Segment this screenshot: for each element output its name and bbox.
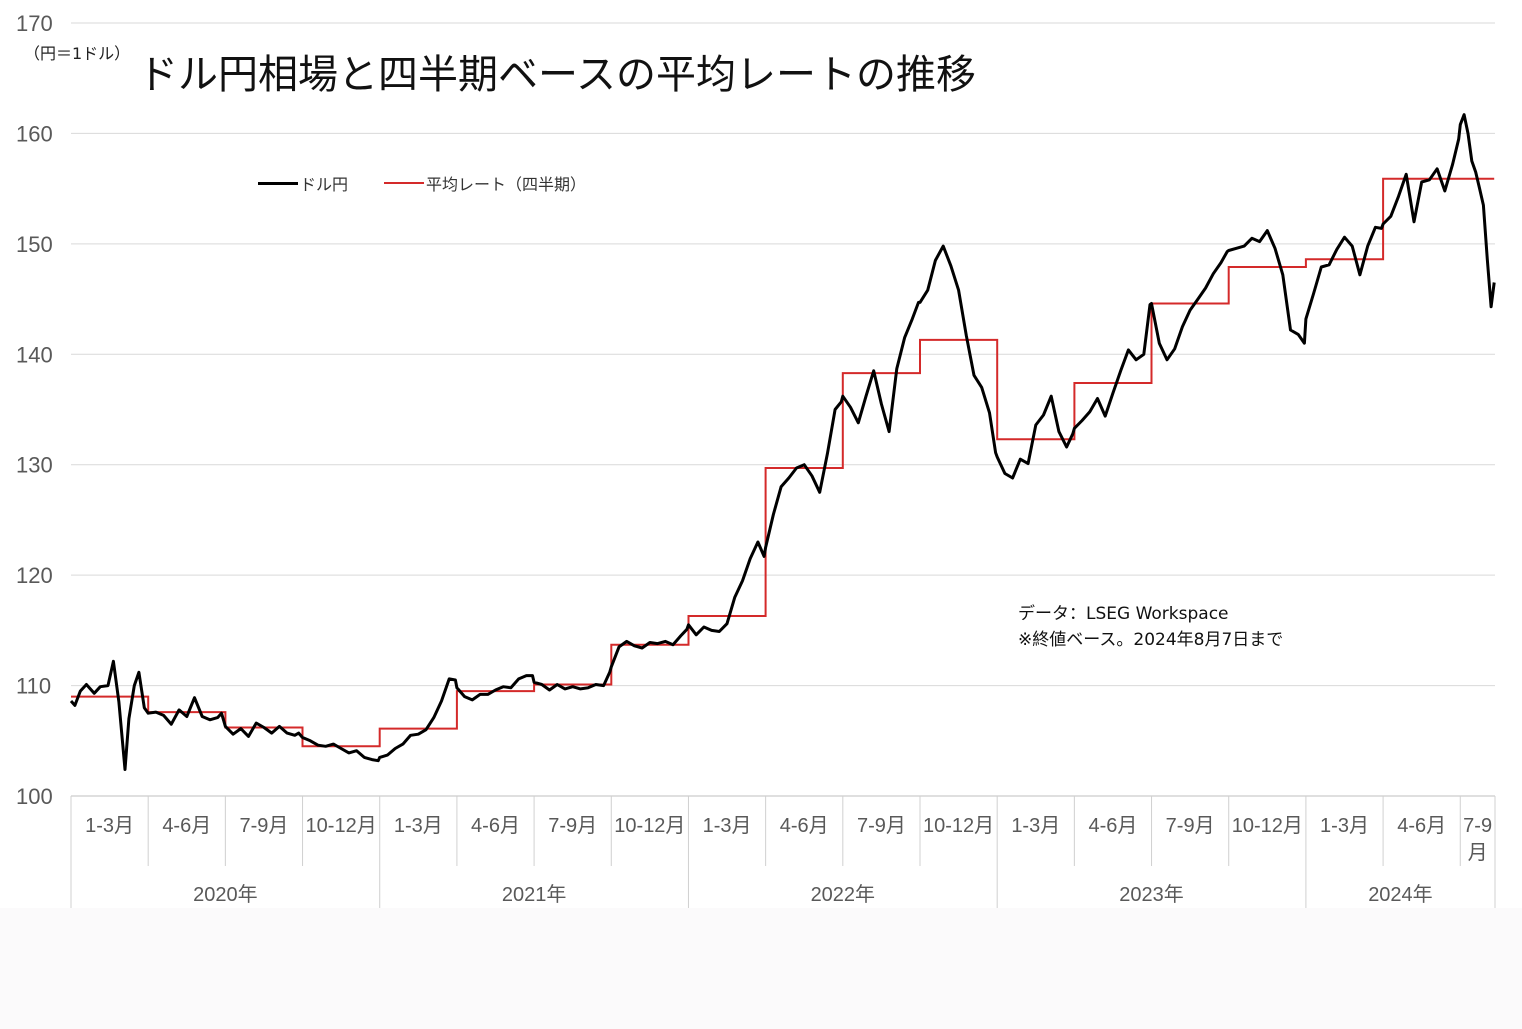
quarter-label: 7-9月 xyxy=(240,815,289,837)
year-label: 2022年 xyxy=(811,883,876,906)
usdjpy-line xyxy=(69,113,1496,771)
quarter-label: 4-6月 xyxy=(162,815,211,837)
quarter-label: 4-6月 xyxy=(1397,815,1446,837)
source-note: データ：LSEG Workspace xyxy=(1018,604,1229,624)
quarter-label: 4-6月 xyxy=(780,815,829,837)
y-tick-label: 150 xyxy=(16,232,53,257)
quarter-label: 1-3月 xyxy=(1320,815,1369,837)
quarter-label: 1-3月 xyxy=(1011,815,1060,837)
quarter-label: 4-6月 xyxy=(471,815,520,837)
quarter-label: 1-3月 xyxy=(394,815,443,837)
bottom-band xyxy=(0,908,1522,1029)
legend-swatch-usdjpy xyxy=(258,181,298,185)
y-tick-label: 100 xyxy=(16,784,53,809)
y-tick-label: 170 xyxy=(16,11,53,36)
legend-item-usdjpy: ドル円 xyxy=(258,172,348,194)
legend-swatch-quarterly xyxy=(384,182,424,184)
quarter-label: 1-3月 xyxy=(85,815,134,837)
quarterly-average-line xyxy=(71,177,1495,748)
y-tick-label: 130 xyxy=(16,453,53,478)
y-tick-label: 140 xyxy=(16,342,53,367)
quarter-label: 10-12月 xyxy=(923,815,994,837)
quarter-label: 7-9 xyxy=(1463,815,1492,837)
quarter-label: 7-9月 xyxy=(857,815,906,837)
quarter-label-suffix: 月 xyxy=(1468,842,1488,864)
quarter-label: 10-12月 xyxy=(1232,815,1303,837)
quarter-label: 7-9月 xyxy=(1166,815,1215,837)
y-tick-label: 120 xyxy=(16,563,53,588)
y-tick-label: 110 xyxy=(16,674,51,699)
y-axis-unit: （円＝1ドル） xyxy=(24,44,131,63)
chart-title: ドル円相場と四半期ベースの平均レートの推移 xyxy=(138,52,976,98)
year-label: 2021年 xyxy=(502,883,567,906)
year-label: 2024年 xyxy=(1368,883,1433,906)
quarter-label: 4-6月 xyxy=(1088,815,1137,837)
year-label: 2020年 xyxy=(193,883,258,906)
legend-item-quarterly: 平均レート（四半期） xyxy=(384,172,586,194)
legend-label-quarterly: 平均レート（四半期） xyxy=(426,175,587,194)
quarter-label: 1-3月 xyxy=(703,815,752,837)
legend-label-usdjpy: ドル円 xyxy=(300,175,349,194)
quarter-label: 7-9月 xyxy=(548,815,597,837)
quarter-label: 10-12月 xyxy=(614,815,685,837)
quarter-label: 10-12月 xyxy=(306,815,377,837)
y-tick-label: 160 xyxy=(16,121,53,146)
footnote: ※終値ベース。2024年8月7日まで xyxy=(1018,630,1284,650)
year-label: 2023年 xyxy=(1119,883,1184,906)
